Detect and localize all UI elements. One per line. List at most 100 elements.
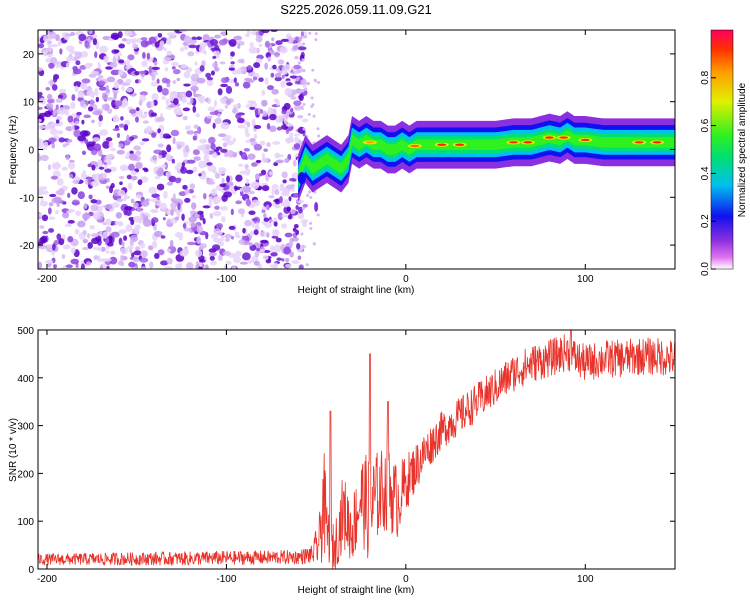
noise-speckle xyxy=(88,194,93,200)
noise-speckle xyxy=(208,199,213,207)
noise-speckle xyxy=(153,230,163,238)
noise-speckle xyxy=(132,39,136,48)
noise-speckle xyxy=(100,246,106,252)
noise-speckle xyxy=(264,40,270,48)
noise-speckle xyxy=(229,56,233,60)
signal-hotspot xyxy=(455,143,465,146)
noise-speckle xyxy=(185,90,193,98)
noise-speckle xyxy=(38,124,45,130)
noise-speckle xyxy=(182,115,188,121)
noise-speckle xyxy=(42,230,49,235)
noise-speckle xyxy=(270,245,274,252)
noise-speckle xyxy=(145,198,150,202)
noise-speckle xyxy=(213,99,218,108)
spectrogram-marks xyxy=(38,30,675,269)
noise-speckle xyxy=(206,76,214,81)
noise-speckle xyxy=(39,212,43,217)
noise-speckle xyxy=(106,97,115,101)
noise-speckle xyxy=(38,112,48,117)
noise-speckle xyxy=(245,104,252,109)
noise-speckle xyxy=(97,159,103,166)
noise-speckle xyxy=(132,202,139,208)
noise-speckle xyxy=(261,99,268,107)
noise-speckle xyxy=(267,56,272,62)
noise-speckle xyxy=(316,127,320,131)
noise-speckle xyxy=(86,90,95,97)
noise-speckle xyxy=(128,109,137,114)
noise-speckle xyxy=(197,126,202,135)
noise-speckle xyxy=(94,51,98,59)
noise-speckle xyxy=(186,130,195,135)
noise-speckle xyxy=(226,181,234,187)
noise-speckle xyxy=(312,114,316,118)
noise-speckle xyxy=(206,78,214,87)
noise-speckle xyxy=(38,261,43,269)
noise-speckle xyxy=(188,216,197,223)
noise-speckle xyxy=(285,184,294,190)
noise-speckle xyxy=(284,64,291,72)
noise-speckle xyxy=(106,265,110,269)
noise-speckle xyxy=(220,77,228,84)
noise-speckle xyxy=(171,158,175,164)
noise-speckle xyxy=(141,138,150,142)
noise-speckle xyxy=(116,220,123,225)
signal-hotspot xyxy=(523,141,533,144)
noise-speckle xyxy=(216,223,224,229)
noise-speckle xyxy=(297,46,307,51)
noise-speckle xyxy=(176,112,184,116)
noise-speckle xyxy=(234,82,240,87)
noise-speckle xyxy=(281,258,285,262)
noise-speckle xyxy=(268,219,274,223)
noise-speckle xyxy=(274,204,281,209)
noise-speckle xyxy=(307,190,311,194)
noise-speckle xyxy=(40,235,48,244)
y-tick-label: 20 xyxy=(23,50,35,61)
noise-speckle xyxy=(296,70,300,74)
noise-speckle xyxy=(275,40,283,46)
noise-speckle xyxy=(140,37,148,41)
noise-speckle xyxy=(217,240,224,247)
noise-speckle xyxy=(208,115,213,120)
noise-speckle xyxy=(260,249,265,253)
noise-speckle xyxy=(230,51,235,57)
noise-speckle xyxy=(118,59,125,64)
signal-band xyxy=(298,129,675,184)
noise-speckle xyxy=(242,185,252,193)
noise-speckle xyxy=(116,149,125,155)
noise-speckle xyxy=(254,173,260,181)
noise-speckle xyxy=(187,51,195,57)
noise-speckle xyxy=(266,204,270,209)
noise-speckle xyxy=(110,147,116,152)
noise-speckle xyxy=(286,82,293,86)
noise-speckle xyxy=(92,38,98,46)
noise-speckle xyxy=(108,235,113,243)
noise-speckle xyxy=(166,257,173,265)
noise-speckle xyxy=(82,169,86,176)
noise-speckle xyxy=(50,57,58,64)
spectrogram-ylabel: Frequency (Hz) xyxy=(8,116,19,185)
noise-speckle xyxy=(78,33,87,42)
noise-speckle xyxy=(45,86,51,91)
noise-speckle xyxy=(138,99,143,106)
noise-speckle xyxy=(57,94,64,99)
noise-speckle xyxy=(114,221,119,226)
noise-speckle xyxy=(292,159,297,167)
noise-speckle xyxy=(102,231,109,239)
noise-speckle xyxy=(88,30,93,35)
noise-speckle xyxy=(70,258,80,265)
noise-speckle xyxy=(140,39,149,48)
noise-speckle xyxy=(79,130,89,137)
noise-speckle xyxy=(192,87,197,96)
noise-speckle xyxy=(223,191,232,198)
noise-speckle xyxy=(125,65,131,70)
noise-speckle xyxy=(235,113,242,120)
noise-speckle xyxy=(120,254,124,262)
noise-speckle xyxy=(136,107,140,112)
noise-speckle xyxy=(55,104,59,110)
spectrogram-xlabel: Height of straight line (km) xyxy=(298,285,415,296)
noise-speckle xyxy=(191,36,197,41)
noise-speckle xyxy=(123,235,128,241)
noise-speckle xyxy=(273,230,279,237)
noise-speckle xyxy=(242,81,251,89)
noise-speckle xyxy=(218,167,227,175)
